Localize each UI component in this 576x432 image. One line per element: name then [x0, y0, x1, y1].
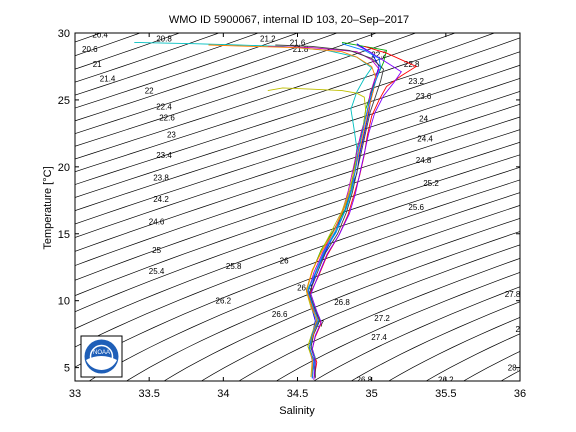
profile-line — [275, 44, 384, 379]
y-tick-label: 10 — [58, 296, 70, 308]
density-contour-label: 28 — [516, 325, 525, 334]
density-contour-label: 26.2 — [216, 297, 232, 306]
density-contour-label: 23.4 — [156, 151, 172, 160]
density-contour-label: 23 — [167, 131, 176, 140]
density-contour-line — [75, 33, 220, 83]
density-contour-line — [125, 217, 520, 381]
density-contour-line — [75, 116, 520, 266]
x-tick-label: 33.5 — [138, 388, 159, 400]
density-contour-line — [313, 286, 520, 381]
density-contour-label: 22 — [145, 87, 154, 96]
density-contour-line — [163, 231, 520, 381]
noaa-logo-text: NOAA — [93, 350, 110, 356]
density-contour-label: 21.2 — [260, 34, 276, 43]
density-contour-label: 25.2 — [423, 179, 439, 188]
density-contour-line — [75, 103, 520, 252]
x-tick-label: 34.5 — [287, 388, 308, 400]
y-tick-label: 20 — [58, 162, 70, 174]
density-contour-line — [75, 37, 520, 185]
density-contour-line — [75, 33, 260, 96]
profile-line — [310, 44, 402, 380]
density-contour-label: 23.8 — [153, 174, 169, 183]
density-contour-line — [75, 33, 338, 122]
density-contour-label: 24.8 — [416, 156, 432, 165]
x-axis-label: Salinity — [279, 405, 315, 417]
density-contour-label: 27.4 — [371, 333, 387, 342]
density-contour-label: 20.6 — [82, 45, 98, 54]
profile-line — [267, 87, 367, 378]
y-axis: 5 10 15 20 25 30 — [58, 28, 520, 375]
density-contour-label: 24 — [419, 115, 428, 124]
density-contour-label: 24.4 — [417, 135, 433, 144]
density-contour-label: 26.4 — [297, 283, 313, 292]
density-contours — [0, 6, 520, 408]
density-contour-line — [75, 129, 520, 281]
density-contour-label: 21.4 — [100, 75, 116, 84]
density-contour-line — [75, 33, 417, 147]
density-contour-label: 21.8 — [293, 45, 309, 54]
density-contour-label: 27.2 — [374, 314, 390, 323]
density-contour-label: 23.2 — [408, 77, 424, 86]
density-contour-line — [75, 154, 520, 313]
x-tick-label: 35.5 — [435, 388, 456, 400]
density-contour-label: 22.6 — [159, 113, 175, 122]
density-contour-label: 25 — [152, 246, 161, 255]
density-contour-label: 26 — [280, 257, 289, 266]
density-contour-line — [0, 6, 16, 408]
density-contour-line — [75, 33, 457, 160]
density-contour-label: 25.6 — [408, 203, 424, 212]
density-contour-line — [75, 141, 520, 297]
x-tick-label: 35 — [366, 388, 378, 400]
profile-line — [308, 45, 418, 380]
density-contour-line — [75, 192, 520, 368]
density-contour-line — [75, 51, 520, 198]
density-contour-label: 26.8 — [334, 298, 350, 307]
density-contour-label: 22.2 — [371, 50, 387, 59]
density-contour-label: 26.8 — [357, 376, 373, 385]
density-contour-label: 20.8 — [156, 34, 172, 43]
density-contour-line — [388, 316, 520, 381]
density-contour-label: 26.6 — [272, 310, 288, 319]
density-contour-line — [88, 205, 520, 381]
density-contour-line — [75, 33, 299, 109]
chart-title: WMO ID 5900067, internal ID 103, 20–Sep–… — [169, 14, 409, 26]
density-contour-label: 22.4 — [156, 103, 172, 112]
density-contour-label: 21.6 — [290, 38, 306, 47]
y-axis-label: Temperature [°C] — [42, 166, 54, 249]
density-contour-line — [75, 64, 520, 212]
density-contour-line — [75, 78, 520, 225]
density-contour-line — [238, 257, 520, 381]
density-contour-line — [275, 271, 520, 381]
x-axis: 33 33.5 34 34.5 35 35.5 36 — [69, 33, 526, 400]
x-tick-label: 33 — [69, 388, 81, 400]
density-contour-line — [425, 333, 520, 381]
density-contour-line — [75, 166, 520, 330]
noaa-logo-icon: NOAA — [80, 335, 123, 378]
y-tick-label: 25 — [58, 95, 70, 107]
density-contour-line — [75, 91, 520, 238]
density-contour-line — [350, 301, 520, 381]
density-contour-label: 27.8 — [505, 290, 521, 299]
density-contour-label: 25.4 — [149, 267, 165, 276]
density-contour-label: 25.8 — [226, 262, 242, 271]
density-contour-label: 20.4 — [92, 30, 108, 39]
profile-lines — [134, 41, 418, 380]
density-contour-line — [75, 33, 378, 134]
density-contour-line — [200, 244, 520, 381]
profile-line — [307, 43, 382, 379]
density-contour-label: 23.6 — [416, 92, 432, 101]
x-tick-label: 36 — [514, 388, 526, 400]
density-contour-label: 21 — [93, 60, 102, 69]
density-contour-label: 24.2 — [153, 195, 169, 204]
plot-area — [75, 33, 520, 381]
y-tick-label: 30 — [58, 28, 70, 40]
density-contour-label: 28.2 — [508, 364, 524, 373]
y-tick-label: 5 — [64, 363, 70, 375]
y-tick-label: 15 — [58, 229, 70, 241]
density-contour-label: 24.6 — [149, 218, 165, 227]
x-tick-label: 34 — [217, 388, 229, 400]
